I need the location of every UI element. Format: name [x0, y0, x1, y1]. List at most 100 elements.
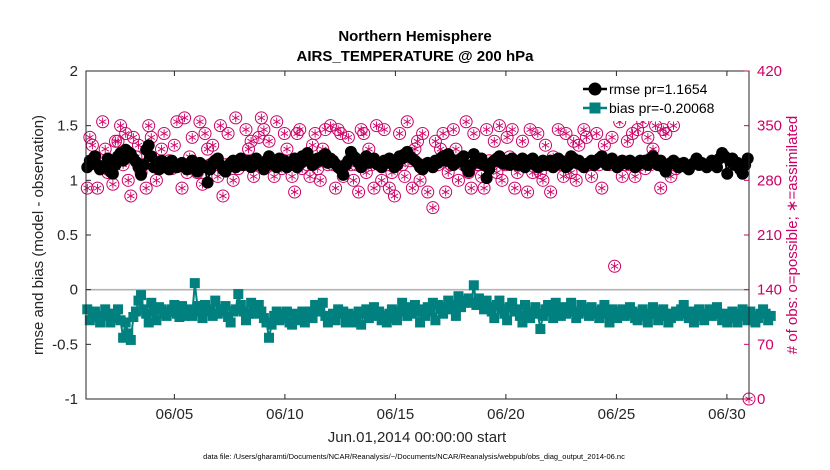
- obs-assimilated-marker: [219, 193, 227, 199]
- obs-count-point: [421, 185, 435, 199]
- bias-point: [601, 308, 612, 319]
- obs-assimilated-marker: [254, 134, 263, 140]
- obs-possible-marker: [451, 173, 465, 187]
- bias-point: [220, 301, 231, 312]
- bias-point: [363, 313, 374, 324]
- obs-possible-marker: [480, 123, 494, 137]
- obs-assimilated-marker: [587, 173, 596, 179]
- obs-assimilated-marker: [349, 177, 358, 183]
- obs-assimilated-marker: [618, 173, 627, 179]
- obs-assimilated-marker: [152, 177, 161, 183]
- obs-count-point: [206, 138, 220, 152]
- obs-possible-marker: [446, 123, 460, 137]
- bias-point: [392, 315, 403, 326]
- obs-possible-marker: [492, 119, 506, 133]
- bias-point: [189, 278, 200, 289]
- obs-assimilated-marker: [644, 134, 652, 140]
- obs-assimilated-marker: [380, 127, 389, 133]
- obs-count-point: [357, 126, 371, 140]
- bias-point: [394, 306, 405, 317]
- obs-possible-marker: [505, 123, 519, 137]
- obs-count-point: [226, 173, 240, 187]
- obs-possible-marker: [157, 126, 171, 140]
- bias-point: [443, 295, 454, 306]
- bias-point: [361, 304, 372, 315]
- obs-assimilated-marker: [331, 185, 340, 191]
- bias-point: [683, 313, 694, 324]
- obs-assimilated-marker: [308, 142, 317, 148]
- obs-count-point: [139, 181, 153, 195]
- obs-possible-marker: [590, 126, 604, 140]
- rmse-point: [142, 139, 155, 152]
- obs-assimilated-marker: [114, 138, 122, 144]
- obs-possible-marker: [439, 185, 453, 199]
- bias-point: [307, 313, 318, 324]
- obs-count-point: [631, 123, 645, 137]
- obs-possible-marker: [387, 189, 401, 203]
- y-tick-label-left: 0: [70, 282, 78, 299]
- obs-assimilated-marker: [462, 119, 470, 125]
- obs-assimilated-marker: [216, 123, 225, 129]
- obs-possible-marker: [277, 126, 291, 140]
- obs-assimilated-marker: [608, 134, 616, 140]
- obs-possible-marker: [608, 259, 622, 273]
- rmse-point: [201, 176, 214, 189]
- bias-point: [694, 304, 705, 315]
- bias-point: [169, 299, 180, 310]
- bias-point: [102, 308, 113, 319]
- obs-possible-marker: [495, 173, 509, 187]
- obs-possible-marker: [167, 138, 181, 152]
- obs-possible-marker: [405, 181, 419, 195]
- obs-assimilated-marker: [129, 134, 138, 140]
- obs-count-point: [605, 130, 619, 144]
- bias-point: [205, 304, 216, 315]
- obs-count-point: [293, 123, 307, 137]
- obs-assimilated-marker: [610, 263, 619, 269]
- bias-point: [179, 310, 190, 321]
- bias-point: [125, 334, 136, 345]
- bias-point: [576, 299, 587, 310]
- obs-count-point: [508, 181, 522, 195]
- bias-point: [765, 310, 776, 321]
- obs-assimilated-marker: [431, 138, 440, 144]
- obs-assimilated-marker: [229, 177, 238, 183]
- bias-point: [545, 306, 556, 317]
- bias-point: [499, 308, 510, 319]
- bias-point: [194, 306, 205, 317]
- obs-count-point: [254, 111, 268, 125]
- obs-assimilated-marker: [395, 130, 404, 136]
- bias-point: [440, 302, 451, 313]
- obs-count-point: [569, 173, 583, 187]
- bias-point: [520, 299, 531, 310]
- x-tick-label: 06/10: [266, 406, 304, 423]
- bias-point: [627, 306, 638, 317]
- obs-possible-marker: [239, 123, 253, 137]
- obs-possible-marker: [139, 181, 153, 195]
- bias-point: [235, 299, 246, 310]
- obs-count-point: [242, 142, 256, 156]
- obs-count-point: [531, 126, 545, 140]
- bias-point: [130, 306, 141, 317]
- obs-assimilated-marker: [454, 177, 463, 183]
- bias-point: [581, 304, 592, 315]
- bias-point: [176, 301, 187, 312]
- obs-assimilated-marker: [423, 189, 432, 195]
- bias-point: [310, 299, 321, 310]
- x-tick-label: 06/30: [708, 406, 746, 423]
- obs-possible-marker: [659, 126, 673, 140]
- obs-count-point: [277, 126, 291, 140]
- y-tick-label-left: 1: [70, 172, 78, 189]
- obs-assimilated-marker: [188, 134, 197, 140]
- obs-count-point: [659, 126, 673, 140]
- bias-point: [128, 312, 139, 322]
- bias-point: [253, 299, 264, 310]
- obs-possible-marker: [393, 126, 407, 140]
- bias-point: [476, 297, 487, 308]
- bias-point: [732, 317, 743, 328]
- bias-point: [645, 308, 656, 319]
- obs-possible-marker: [459, 115, 473, 129]
- bias-point: [591, 306, 602, 317]
- obs-possible-marker: [206, 138, 220, 152]
- x-tick-label: 06/20: [487, 406, 525, 423]
- rmse-point: [457, 150, 470, 163]
